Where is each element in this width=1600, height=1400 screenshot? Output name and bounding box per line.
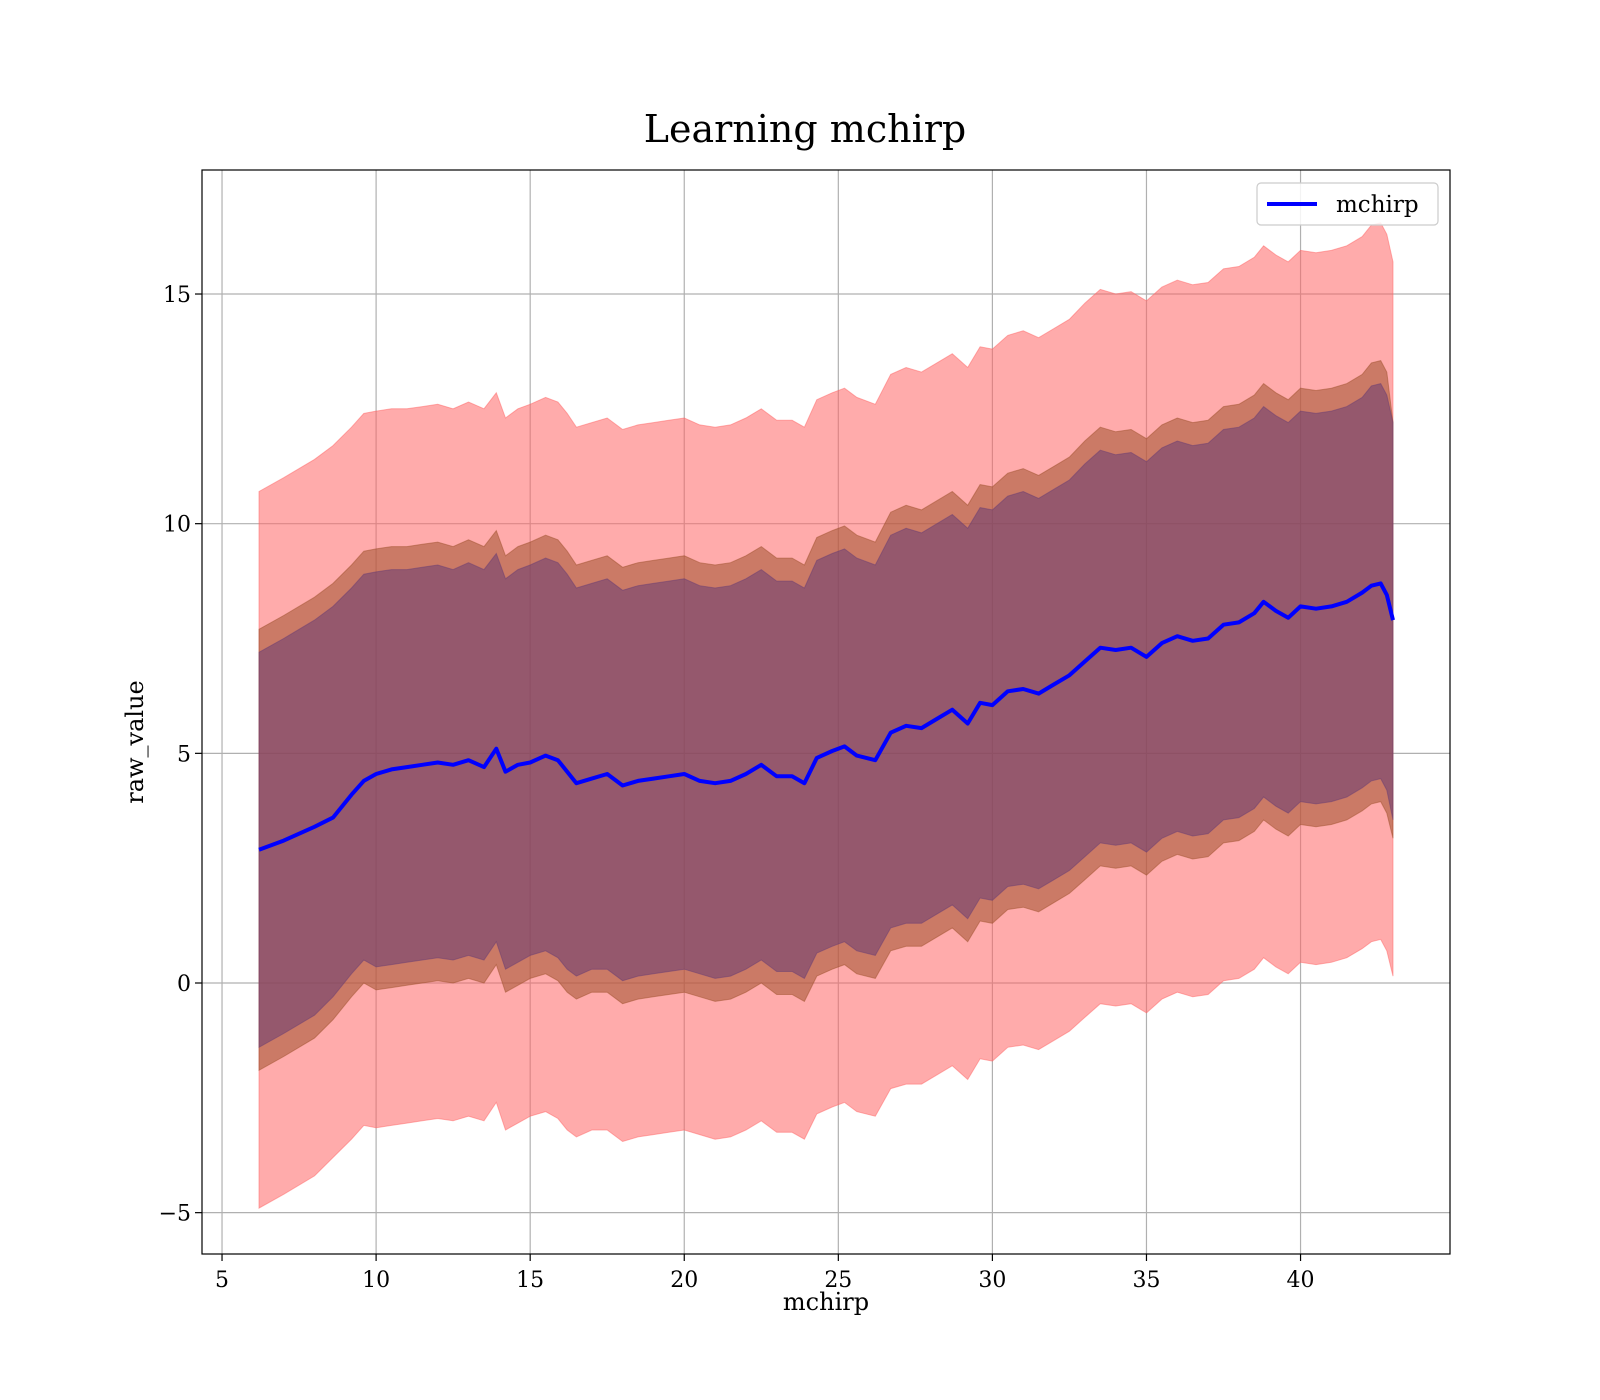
legend-box (1256, 182, 1439, 226)
legend: mchirp (1256, 182, 1439, 226)
plot-frame (201, 169, 1451, 1255)
inner-band (258, 383, 1394, 1049)
y-tick-label: −5 (159, 1202, 191, 1227)
x-tick-label: 35 (1132, 1268, 1160, 1293)
y-tick-label: 15 (163, 283, 191, 308)
series-line-mchirp (258, 581, 1395, 852)
y-axis-ticks: −5 0 5 10 15 (159, 283, 202, 1227)
x-tick-label: 20 (670, 1268, 698, 1293)
x-tick-label: 15 (516, 1268, 544, 1293)
x-tick-label: 25 (824, 1268, 852, 1293)
chart-title: Learning mchirp (644, 107, 966, 151)
series-lines (258, 581, 1395, 852)
x-tick-label: 10 (362, 1268, 390, 1293)
x-tick-label: 40 (1287, 1268, 1315, 1293)
y-tick-label: 10 (163, 513, 191, 538)
y-tick-label: 0 (177, 972, 191, 997)
confidence-bands (258, 222, 1394, 1209)
x-axis-label: mchirp (783, 1288, 869, 1316)
y-tick-label: 5 (177, 742, 191, 767)
legend-entry-label: mchirp (1336, 192, 1419, 218)
x-tick-label: 5 (215, 1268, 229, 1293)
x-tick-label: 30 (978, 1268, 1006, 1293)
y-axis-label: raw_value (121, 680, 149, 804)
x-axis-ticks: 5 10 15 20 25 30 35 40 (215, 1254, 1315, 1293)
